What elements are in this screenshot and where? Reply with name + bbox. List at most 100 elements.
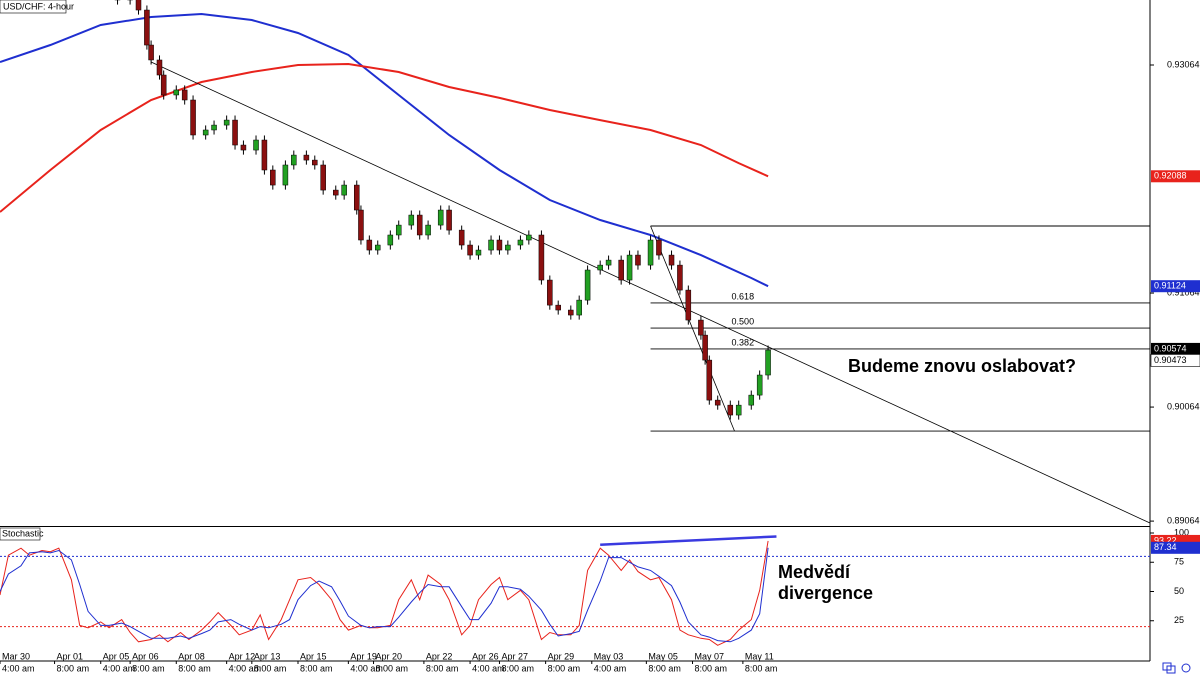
candle-body — [366, 239, 373, 251]
y-tick-label: 0.93064 — [1167, 59, 1200, 69]
candle-body — [148, 44, 154, 61]
x-tick-date: Apr 05 — [103, 651, 130, 661]
fib-ratio-label: 0.382 — [732, 337, 755, 347]
candle-body — [202, 129, 209, 136]
x-tick-time: 4:00 am — [103, 663, 136, 673]
y-tick-label: 100 — [1174, 527, 1189, 537]
candle-body — [156, 59, 163, 76]
x-tick-time: 8:00 am — [648, 663, 681, 673]
icon — [1181, 663, 1191, 673]
candle-body — [190, 99, 196, 136]
candle-body — [677, 264, 683, 291]
candle-body — [341, 184, 347, 196]
x-tick-date: Apr 22 — [426, 651, 453, 661]
value-badge-label: 0.91124 — [1154, 281, 1186, 291]
candle-body — [727, 404, 734, 416]
value-badge — [1151, 280, 1200, 293]
annotation-line: Medvědí — [778, 562, 851, 582]
x-tick-date: May 03 — [594, 651, 624, 661]
x-tick-time: 8:00 am — [178, 663, 211, 673]
candle-body — [291, 154, 297, 166]
x-tick-date: Apr 26 — [472, 651, 499, 661]
candle-body — [735, 404, 742, 416]
candle-body — [488, 239, 494, 251]
candle-body — [765, 349, 771, 376]
candle-body — [597, 264, 603, 271]
candle-body — [181, 89, 188, 101]
x-tick-time: 8:00 am — [300, 663, 333, 673]
candle-body — [505, 244, 511, 251]
value-badge-label: 0.92088 — [1154, 171, 1187, 181]
x-tick-date: Mar 30 — [2, 651, 30, 661]
x-tick-date: May 07 — [695, 651, 725, 661]
candle-body — [467, 244, 473, 256]
candle-body — [618, 259, 624, 281]
candle-body — [517, 239, 524, 246]
value-badge-label: 93.22 — [1154, 535, 1177, 545]
candle-body — [576, 299, 582, 316]
moving-average — [0, 62, 769, 213]
indicator-title: Stochastic — [2, 528, 44, 538]
candle-body — [135, 0, 142, 11]
x-tick-date: Apr 29 — [548, 651, 575, 661]
value-badge — [1150, 354, 1200, 367]
stochastic-line — [0, 547, 769, 643]
candle-body — [416, 214, 423, 236]
candle-body — [261, 139, 268, 171]
candle-body — [387, 234, 394, 246]
trendline — [150, 61, 1151, 524]
x-tick-date: May 05 — [648, 651, 678, 661]
x-tick-time: 8:00 am — [254, 663, 287, 673]
x-tick-time: 4:00 am — [594, 663, 627, 673]
candle-body — [526, 234, 532, 241]
candle-body — [706, 359, 713, 401]
candle-body — [312, 159, 318, 166]
x-tick-time: 4:00 am — [229, 663, 262, 673]
candle-body — [223, 119, 230, 126]
candle-body — [714, 399, 721, 406]
x-tick-time: 8:00 am — [57, 663, 90, 673]
indicator-title-box — [0, 527, 41, 541]
x-tick-date: Apr 20 — [376, 651, 403, 661]
x-tick-time: 4:00 am — [472, 663, 505, 673]
x-tick-date: Apr 06 — [132, 651, 159, 661]
x-tick-date: Apr 19 — [350, 651, 377, 661]
fib-swing — [650, 225, 735, 432]
candle-body — [211, 124, 217, 131]
candle-body — [458, 229, 465, 246]
candle-body — [647, 239, 654, 266]
candle-body — [253, 139, 259, 151]
candle-body — [270, 169, 276, 186]
candle-body — [240, 144, 247, 151]
divergence-line — [600, 535, 777, 546]
candle-body — [395, 224, 402, 236]
candle-body — [702, 334, 708, 361]
candle-body — [605, 259, 612, 266]
candle-body — [425, 224, 431, 236]
value-badge-label: 87.34 — [1154, 542, 1177, 552]
value-badge — [1151, 342, 1200, 355]
chart-title: USD/CHF: 4-hour — [3, 1, 74, 11]
x-tick-time: 4:00 am — [2, 663, 35, 673]
y-tick-label: 50 — [1174, 586, 1184, 596]
candle-body — [698, 319, 704, 336]
fib-ratio-label: 0.500 — [732, 316, 755, 326]
candle-body — [496, 239, 503, 251]
corner-icons — [1162, 662, 1191, 674]
annotation: Budeme znovu oslabovat? — [848, 356, 1076, 376]
fib-ratio-label: 0.618 — [732, 291, 755, 301]
x-tick-date: Apr 15 — [300, 651, 327, 661]
candle-body — [437, 209, 444, 226]
candle-body — [685, 289, 692, 321]
candle-body — [668, 254, 675, 266]
candle-body — [626, 254, 633, 281]
y-tick-label: 0.91064 — [1167, 287, 1200, 297]
value-badge — [1151, 170, 1200, 183]
candle-body — [568, 309, 574, 316]
x-tick-time: 8:00 am — [426, 663, 459, 673]
y-tick-label: 0.89064 — [1167, 515, 1200, 525]
candle-body — [354, 184, 360, 211]
x-tick-time: 8:00 am — [548, 663, 581, 673]
candle-body — [555, 304, 561, 311]
